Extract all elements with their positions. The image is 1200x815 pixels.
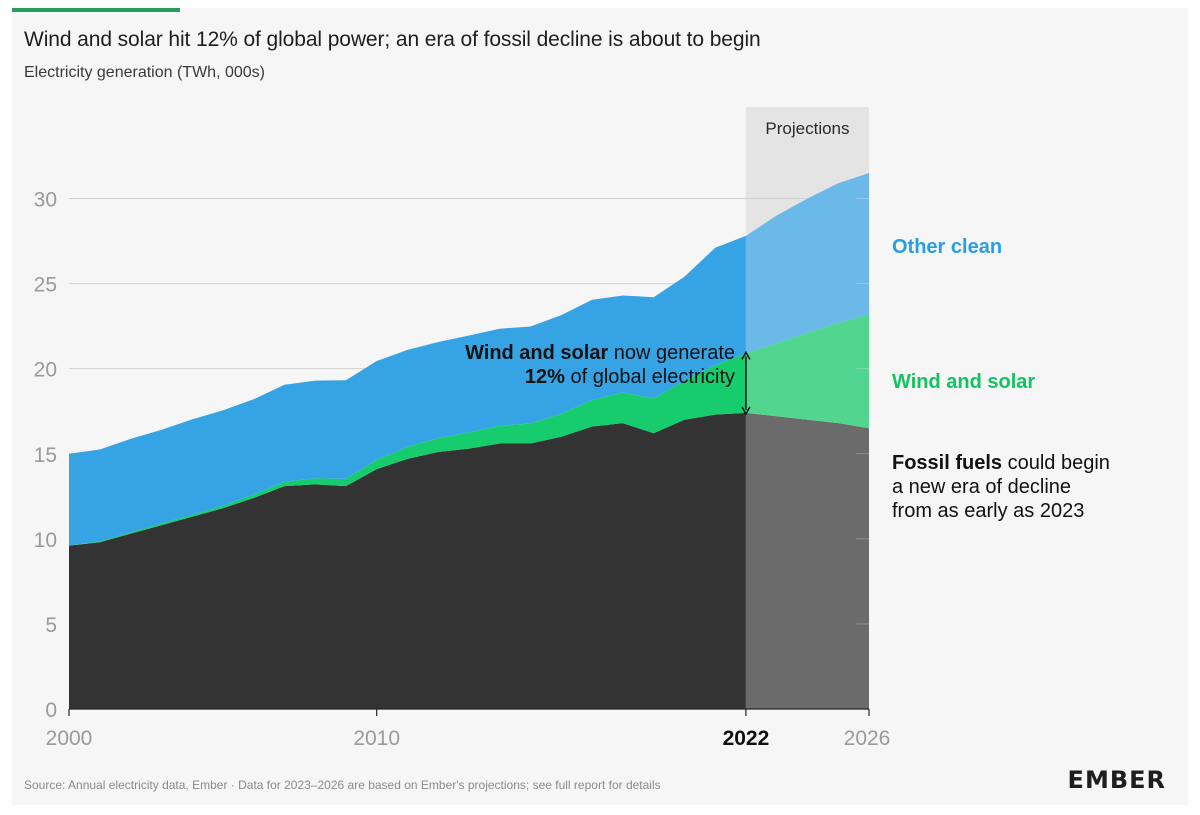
x-tick-label: 2022 bbox=[723, 727, 770, 750]
arrow-head-down bbox=[741, 406, 751, 416]
fossil-annotation-text-2: a new era of decline bbox=[892, 476, 1072, 498]
x-tick-label: 2026 bbox=[844, 727, 891, 750]
wind-solar-annotation: Wind and solar now generate 12% of globa… bbox=[465, 341, 735, 389]
area-wind-and-solar bbox=[69, 353, 746, 546]
ws-annotation-bold: Wind and solar bbox=[465, 342, 609, 364]
chart-subtitle: Electricity generation (TWh, 000s) bbox=[24, 64, 265, 81]
y-tick-label: 10 bbox=[34, 529, 57, 552]
ws-annotation-pct: 12% bbox=[524, 366, 565, 388]
ws-annotation-text-1: now generate bbox=[608, 342, 735, 364]
area-other-clean-projection bbox=[745, 173, 869, 354]
x-tick-label: 2010 bbox=[353, 727, 400, 750]
y-tick-label: 20 bbox=[34, 359, 57, 382]
accent-bar bbox=[12, 8, 180, 12]
other-clean-label: Other clean bbox=[892, 236, 1003, 258]
ember-logo: EMBER bbox=[1067, 766, 1166, 794]
ws-annotation-text-2: of global electricity bbox=[564, 366, 735, 388]
area-fossil-fuels bbox=[69, 412, 746, 709]
source-note: Source: Annual electricity data, Ember ·… bbox=[24, 778, 661, 792]
y-tick-label: 30 bbox=[34, 189, 57, 212]
y-tick-label: 25 bbox=[34, 274, 57, 297]
arrow-head-up bbox=[741, 350, 751, 360]
x-tick-label: 2000 bbox=[46, 727, 93, 750]
area-other-clean bbox=[69, 235, 746, 546]
y-tick-label: 5 bbox=[45, 614, 57, 637]
fossil-annotation: Fossil fuels could begin a new era of de… bbox=[892, 451, 1110, 523]
y-tick-label: 15 bbox=[34, 444, 57, 467]
fossil-annotation-text-3: from as early as 2023 bbox=[892, 500, 1085, 522]
area-fossil-fuels-projection bbox=[745, 412, 869, 709]
fossil-annotation-text-1: could begin bbox=[1002, 452, 1110, 474]
chart-title: Wind and solar hit 12% of global power; … bbox=[24, 28, 761, 51]
projections-label: Projections bbox=[765, 119, 849, 138]
y-tick-label: 0 bbox=[45, 699, 57, 722]
area-wind-and-solar-projection bbox=[745, 314, 869, 429]
fossil-annotation-bold: Fossil fuels bbox=[892, 452, 1003, 474]
wind-solar-label: Wind and solar bbox=[892, 371, 1036, 393]
